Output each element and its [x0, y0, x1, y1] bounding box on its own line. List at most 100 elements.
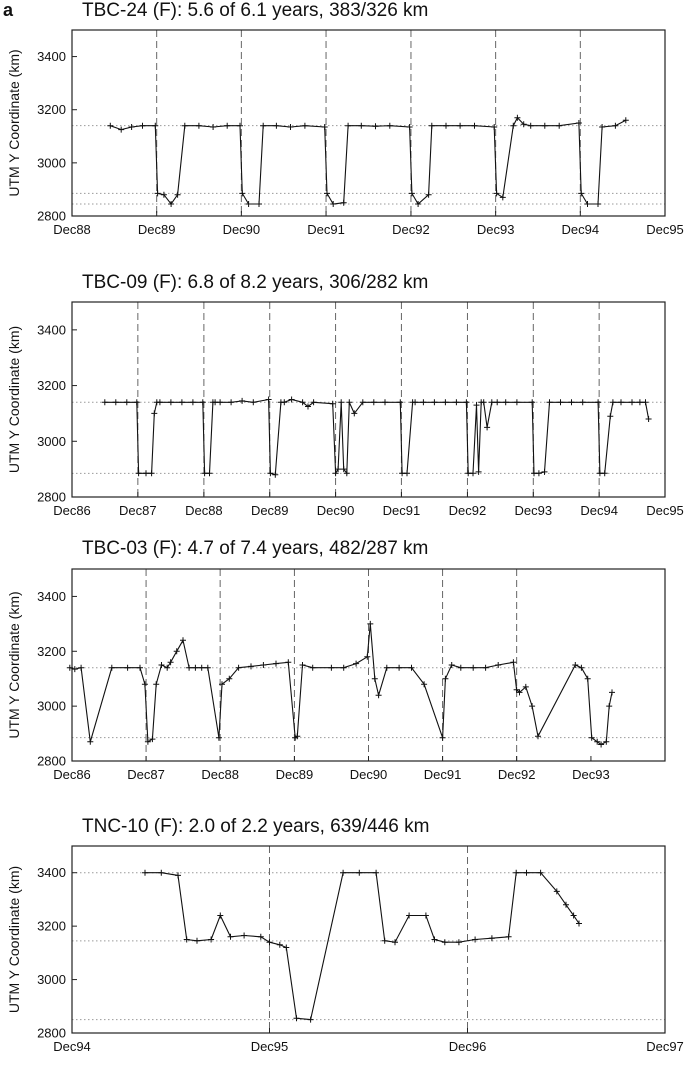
data-point [309, 664, 316, 671]
data-point [329, 400, 336, 407]
data-point [294, 733, 301, 740]
data-point [118, 126, 125, 133]
data-point [137, 664, 143, 671]
data-point [346, 399, 353, 406]
y-axis-label: UTM Y Coordinate (km) [6, 591, 22, 738]
data-point [595, 399, 602, 406]
y-tick-label: 3200 [37, 919, 66, 934]
data-point [383, 664, 390, 671]
data-point [152, 122, 159, 129]
data-point [472, 936, 479, 943]
data-point [364, 653, 371, 660]
data-point [622, 117, 629, 124]
chart-panel-2: TBC-09 (F): 6.8 of 8.2 years, 306/282 km… [6, 272, 684, 518]
data-point [324, 190, 330, 197]
chart-title: TNC-10 (F): 2.0 of 2.2 years, 639/446 km [82, 816, 429, 837]
data-point [473, 402, 480, 409]
data-point [513, 399, 520, 406]
data-point [267, 470, 274, 477]
data-point [272, 471, 279, 478]
x-tick-label: Dec96 [449, 1039, 487, 1054]
x-tick-label: Dec90 [350, 767, 388, 782]
data-point [370, 399, 377, 406]
data-point [158, 869, 165, 876]
data-point [299, 399, 306, 406]
data-point [603, 738, 610, 745]
data-point [397, 399, 404, 406]
data-point [572, 662, 579, 668]
data-point [208, 936, 215, 943]
y-tick-label: 3400 [37, 865, 66, 880]
data-point [556, 122, 563, 129]
data-point [412, 399, 419, 406]
data-point [338, 399, 345, 406]
chart-panel-3: TBC-03 (F): 4.7 of 7.4 years, 482/287 km… [6, 538, 666, 782]
data-point [422, 912, 429, 919]
data-point [406, 124, 413, 130]
x-tick-label: Dec89 [276, 767, 314, 782]
y-tick-label: 2800 [37, 490, 66, 505]
data-point [139, 122, 146, 129]
data-point [237, 122, 243, 129]
data-point [195, 122, 202, 129]
data-point [455, 939, 462, 946]
data-point [154, 190, 161, 197]
x-tick-label: Dec95 [646, 222, 684, 237]
data-point [491, 124, 498, 130]
data-point [535, 470, 542, 477]
plot-frame [71, 29, 666, 217]
data-point [527, 122, 534, 129]
data-point [305, 403, 311, 410]
data-point [265, 396, 272, 403]
y-tick-label: 3400 [37, 589, 66, 604]
data-point [133, 399, 140, 406]
y-axis-label: UTM Y Coordinate (km) [6, 326, 22, 473]
y-tick-label: 3000 [37, 155, 66, 170]
data-point [217, 399, 224, 406]
y-tick-label: 3400 [37, 49, 66, 64]
data-point [288, 396, 295, 403]
data-point [609, 689, 615, 696]
data-point [381, 937, 388, 944]
data-point [516, 689, 523, 696]
data-point [224, 122, 231, 129]
data-point [153, 681, 160, 688]
data-point [431, 399, 438, 406]
data-point [373, 869, 380, 876]
data-point [164, 664, 171, 671]
y-axis-label: UTM Y Coordinate (km) [6, 49, 22, 196]
data-point [642, 399, 649, 406]
data-point [260, 662, 267, 668]
x-tick-label: Dec90 [317, 503, 355, 518]
data-point [576, 920, 582, 927]
data-point [372, 123, 379, 130]
data-point [239, 397, 246, 404]
y-tick-label: 2800 [37, 754, 66, 769]
data-point [257, 933, 264, 940]
data-point [353, 660, 360, 667]
data-point [276, 941, 283, 948]
x-tick-label: Dec95 [251, 1039, 289, 1054]
data-point [557, 399, 564, 406]
x-tick-label: Dec88 [201, 767, 239, 782]
data-point [588, 734, 595, 741]
x-tick-label: Dec90 [223, 222, 261, 237]
data-point [599, 124, 606, 130]
x-tick-label: Dec93 [477, 222, 515, 237]
data-point [143, 470, 149, 477]
data-point [180, 637, 186, 644]
series-line [145, 872, 580, 1021]
y-tick-label: 3200 [37, 102, 66, 117]
data-point [210, 124, 217, 130]
data-point [335, 466, 342, 473]
data-point [112, 399, 119, 406]
x-tick-label: Dec92 [392, 222, 430, 237]
data-point [239, 190, 246, 197]
data-point [570, 912, 577, 919]
data-point [135, 470, 142, 477]
data-point [457, 664, 464, 671]
data-point [149, 736, 156, 743]
data-point [141, 681, 148, 688]
data-point [227, 933, 234, 940]
data-point [448, 662, 455, 668]
